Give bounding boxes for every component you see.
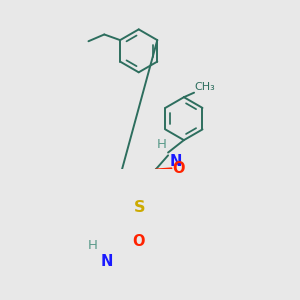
Text: N: N	[100, 254, 113, 269]
Text: N: N	[169, 154, 182, 169]
Text: H: H	[88, 239, 98, 252]
Text: H: H	[157, 138, 167, 152]
Text: CH₃: CH₃	[195, 82, 215, 92]
Text: S: S	[134, 200, 146, 215]
Text: O: O	[172, 161, 185, 176]
Text: O: O	[132, 234, 144, 249]
